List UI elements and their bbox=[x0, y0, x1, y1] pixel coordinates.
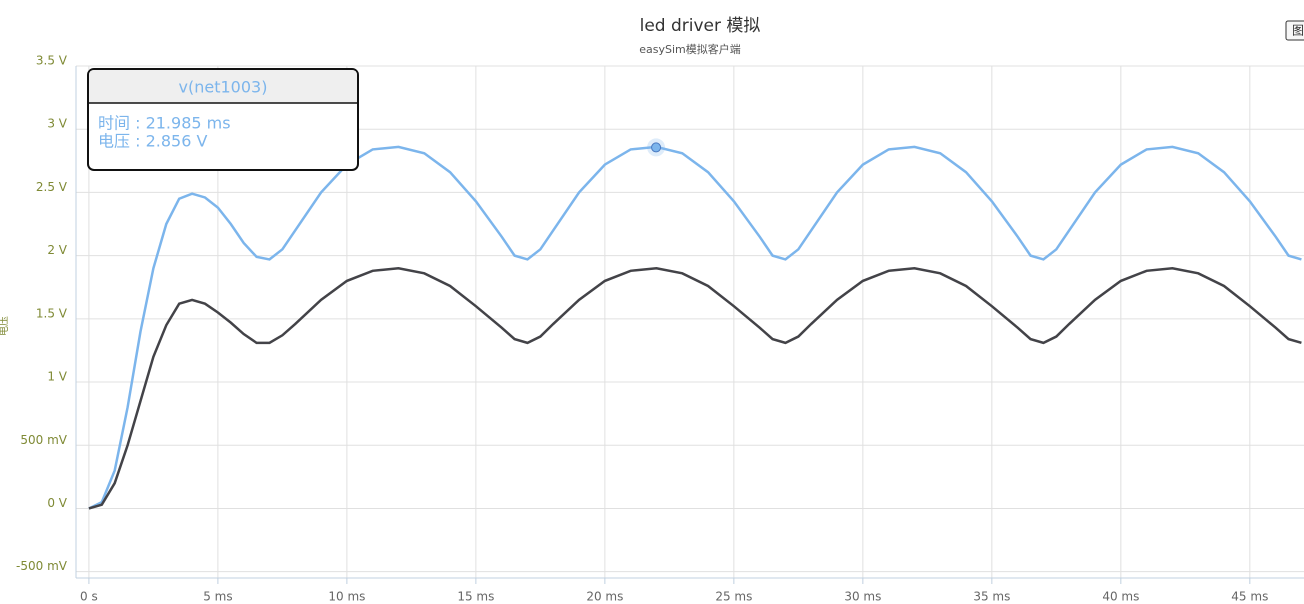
tooltip-y: 电压 : 2.856 V bbox=[98, 132, 207, 151]
x-tick-label: 5 ms bbox=[203, 590, 232, 604]
tooltip-title: v(net1003) bbox=[179, 78, 268, 97]
x-tick-label: 45 ms bbox=[1231, 590, 1268, 604]
tooltip-x: 时间 : 21.985 ms bbox=[98, 114, 231, 133]
x-tick-label: 0 s bbox=[80, 590, 98, 604]
x-tick-label: 20 ms bbox=[586, 590, 623, 604]
x-tick-label: 15 ms bbox=[457, 590, 494, 604]
tooltip-header bbox=[89, 70, 357, 103]
y-tick-label: 2.5 V bbox=[36, 180, 68, 194]
x-tick-label: 30 ms bbox=[844, 590, 881, 604]
chart-subtitle: easySim模拟客户端 bbox=[639, 42, 741, 56]
hover-point bbox=[651, 142, 662, 153]
y-tick-label: 2 V bbox=[47, 243, 67, 257]
series-line bbox=[88, 267, 1302, 510]
y-tick-label: 500 mV bbox=[20, 433, 67, 447]
y-tick-label: 0 V bbox=[47, 496, 67, 510]
menu-button[interactable] bbox=[1285, 20, 1304, 41]
x-tick-label: 40 ms bbox=[1102, 590, 1139, 604]
x-tick-label: 25 ms bbox=[715, 590, 752, 604]
x-tick-label: 10 ms bbox=[328, 590, 365, 604]
chart-title: led driver 模拟 bbox=[640, 16, 761, 36]
y-tick-label: 1 V bbox=[47, 370, 67, 384]
y-axis-title: 电压 bbox=[0, 316, 10, 336]
y-tick-label: -500 mV bbox=[16, 559, 68, 573]
series-line bbox=[88, 145, 1302, 510]
y-tick-label: 3 V bbox=[47, 117, 67, 131]
x-tick-label: 35 ms bbox=[973, 590, 1010, 604]
menu-button-label[interactable]: 图 bbox=[1292, 24, 1304, 38]
y-tick-label: 1.5 V bbox=[36, 306, 68, 320]
y-tick-label: 3.5 V bbox=[36, 54, 68, 68]
